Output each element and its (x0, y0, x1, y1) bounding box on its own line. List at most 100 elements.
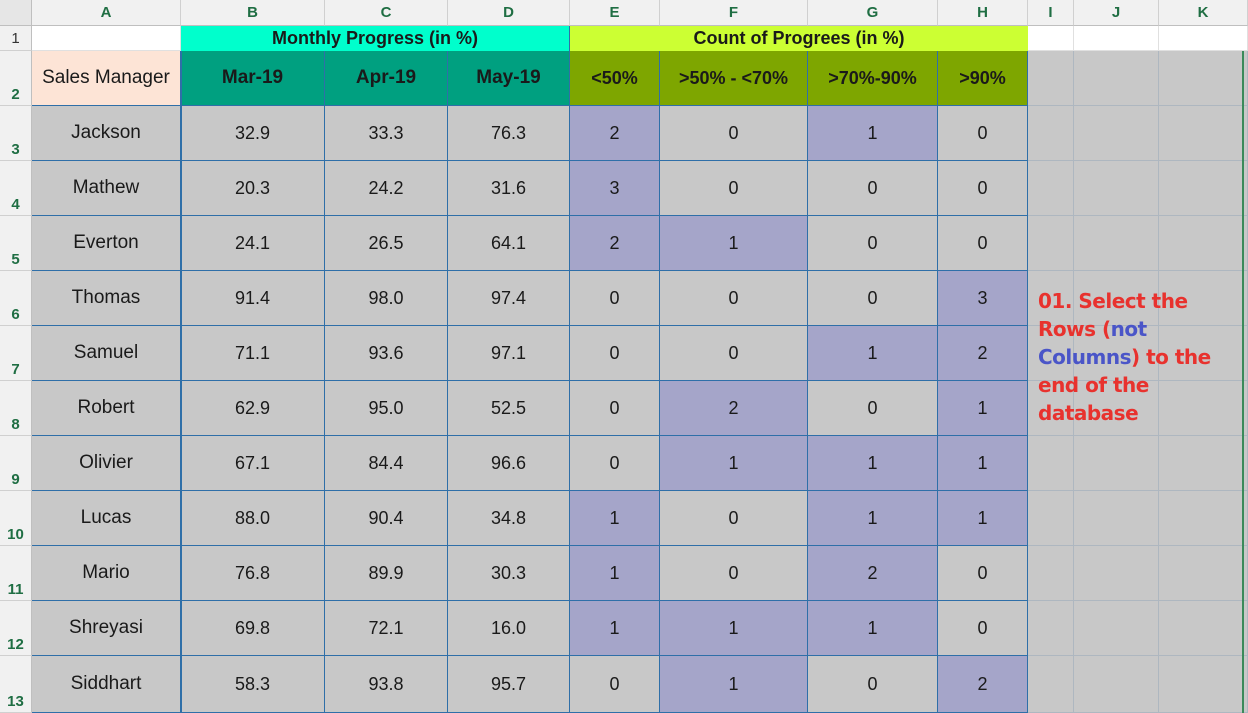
manager-name-cell[interactable]: Samuel (32, 326, 181, 381)
month-value-cell[interactable]: 30.3 (448, 546, 570, 601)
month-value-cell[interactable]: 31.6 (448, 161, 570, 216)
count-value-cell[interactable]: 0 (570, 326, 660, 381)
count-value-cell[interactable]: 0 (808, 161, 938, 216)
header-range-1[interactable]: <50% (570, 51, 660, 106)
cell-j1[interactable] (1074, 26, 1159, 51)
month-value-cell[interactable]: 20.3 (181, 161, 325, 216)
count-value-cell[interactable]: 1 (808, 106, 938, 161)
month-value-cell[interactable]: 62.9 (181, 381, 325, 436)
empty-cell[interactable] (1074, 656, 1159, 713)
count-value-cell[interactable]: 1 (808, 326, 938, 381)
month-value-cell[interactable]: 89.9 (325, 546, 448, 601)
row-header-7[interactable]: 7 (0, 326, 32, 381)
manager-name-cell[interactable]: Olivier (32, 436, 181, 491)
month-value-cell[interactable]: 33.3 (325, 106, 448, 161)
empty-cell[interactable] (1159, 381, 1248, 436)
column-header-a[interactable]: A (32, 0, 181, 26)
column-header-d[interactable]: D (448, 0, 570, 26)
count-value-cell[interactable]: 0 (660, 161, 808, 216)
count-value-cell[interactable]: 1 (808, 601, 938, 656)
count-value-cell[interactable]: 1 (660, 601, 808, 656)
month-value-cell[interactable]: 95.7 (448, 656, 570, 713)
empty-cell[interactable] (1074, 381, 1159, 436)
empty-cell[interactable] (1028, 656, 1074, 713)
month-value-cell[interactable]: 24.1 (181, 216, 325, 271)
month-value-cell[interactable]: 24.2 (325, 161, 448, 216)
count-value-cell[interactable]: 0 (570, 381, 660, 436)
empty-cell[interactable] (1159, 546, 1248, 601)
month-value-cell[interactable]: 97.1 (448, 326, 570, 381)
count-value-cell[interactable]: 0 (660, 326, 808, 381)
month-value-cell[interactable]: 91.4 (181, 271, 325, 326)
count-value-cell[interactable]: 0 (938, 161, 1028, 216)
month-value-cell[interactable]: 69.8 (181, 601, 325, 656)
row-header-10[interactable]: 10 (0, 491, 32, 546)
count-value-cell[interactable]: 0 (808, 381, 938, 436)
row-header-4[interactable]: 4 (0, 161, 32, 216)
count-value-cell[interactable]: 0 (808, 271, 938, 326)
month-value-cell[interactable]: 76.8 (181, 546, 325, 601)
empty-cell[interactable] (1074, 161, 1159, 216)
count-value-cell[interactable]: 0 (660, 491, 808, 546)
count-value-cell[interactable]: 1 (660, 656, 808, 713)
count-value-cell[interactable]: 0 (570, 656, 660, 713)
empty-cell[interactable] (1159, 326, 1248, 381)
column-header-b[interactable]: B (181, 0, 325, 26)
count-value-cell[interactable]: 1 (938, 381, 1028, 436)
count-value-cell[interactable]: 2 (570, 106, 660, 161)
row-header-3[interactable]: 3 (0, 106, 32, 161)
column-header-g[interactable]: G (808, 0, 938, 26)
count-value-cell[interactable]: 0 (938, 216, 1028, 271)
month-value-cell[interactable]: 64.1 (448, 216, 570, 271)
count-value-cell[interactable]: 1 (808, 491, 938, 546)
month-value-cell[interactable]: 93.6 (325, 326, 448, 381)
row-header-9[interactable]: 9 (0, 436, 32, 491)
empty-cell[interactable] (1074, 271, 1159, 326)
count-value-cell[interactable]: 0 (808, 216, 938, 271)
empty-cell[interactable] (1159, 656, 1248, 713)
month-value-cell[interactable]: 32.9 (181, 106, 325, 161)
month-value-cell[interactable]: 88.0 (181, 491, 325, 546)
row-header-1[interactable]: 1 (0, 26, 32, 51)
count-value-cell[interactable]: 0 (660, 106, 808, 161)
count-value-cell[interactable]: 2 (938, 326, 1028, 381)
month-value-cell[interactable]: 72.1 (325, 601, 448, 656)
manager-name-cell[interactable]: Shreyasi (32, 601, 181, 656)
select-all-corner[interactable] (0, 0, 32, 26)
empty-cell[interactable] (1028, 161, 1074, 216)
manager-name-cell[interactable]: Mathew (32, 161, 181, 216)
empty-cell[interactable] (1028, 491, 1074, 546)
count-value-cell[interactable]: 0 (660, 271, 808, 326)
header-range-3[interactable]: >70%-90% (808, 51, 938, 106)
empty-cell[interactable] (1028, 216, 1074, 271)
empty-cell[interactable] (1028, 106, 1074, 161)
column-header-f[interactable]: F (660, 0, 808, 26)
manager-name-cell[interactable]: Robert (32, 381, 181, 436)
header-month-3[interactable]: May-19 (448, 51, 570, 106)
header-month-2[interactable]: Apr-19 (325, 51, 448, 106)
count-value-cell[interactable]: 2 (570, 216, 660, 271)
month-value-cell[interactable]: 26.5 (325, 216, 448, 271)
manager-name-cell[interactable]: Lucas (32, 491, 181, 546)
manager-name-cell[interactable]: Mario (32, 546, 181, 601)
count-value-cell[interactable]: 1 (570, 601, 660, 656)
count-value-cell[interactable]: 3 (938, 271, 1028, 326)
column-header-j[interactable]: J (1074, 0, 1159, 26)
count-value-cell[interactable]: 2 (938, 656, 1028, 713)
count-value-cell[interactable]: 0 (938, 546, 1028, 601)
month-value-cell[interactable]: 84.4 (325, 436, 448, 491)
month-value-cell[interactable]: 71.1 (181, 326, 325, 381)
header-range-4[interactable]: >90% (938, 51, 1028, 106)
empty-cell[interactable] (1159, 491, 1248, 546)
empty-cell[interactable] (1074, 546, 1159, 601)
count-value-cell[interactable]: 1 (660, 216, 808, 271)
empty-cell[interactable] (1159, 106, 1248, 161)
empty-cell[interactable] (1159, 216, 1248, 271)
row-header-5[interactable]: 5 (0, 216, 32, 271)
month-value-cell[interactable]: 93.8 (325, 656, 448, 713)
manager-name-cell[interactable]: Thomas (32, 271, 181, 326)
column-header-c[interactable]: C (325, 0, 448, 26)
empty-cell[interactable] (1159, 436, 1248, 491)
count-value-cell[interactable]: 0 (570, 436, 660, 491)
empty-cell[interactable] (1028, 381, 1074, 436)
